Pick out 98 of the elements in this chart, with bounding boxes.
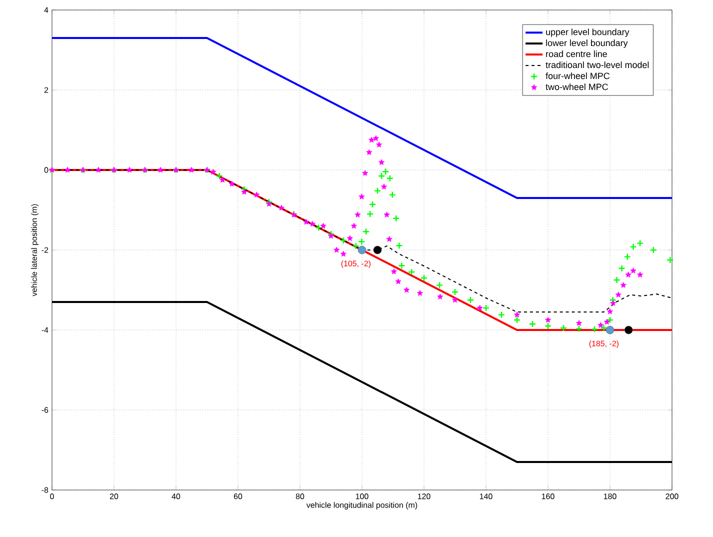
- point: [358, 246, 366, 254]
- point: [610, 300, 616, 306]
- point: [630, 243, 637, 250]
- point: [334, 246, 340, 253]
- point: [340, 250, 346, 257]
- point: [266, 200, 272, 207]
- point: [451, 288, 459, 296]
- point: [386, 236, 392, 242]
- legend-label: upper level boundary: [546, 28, 630, 37]
- point: [352, 242, 360, 250]
- point: [606, 326, 614, 334]
- legend-label: four-wheel MPC: [546, 72, 610, 80]
- point: [320, 222, 326, 229]
- point: [624, 326, 633, 334]
- point: [398, 262, 406, 270]
- point: [600, 324, 608, 332]
- point: [666, 256, 674, 264]
- point: [624, 253, 631, 260]
- point: [384, 212, 390, 218]
- point: [188, 166, 195, 173]
- point: [376, 142, 382, 148]
- point: [374, 187, 382, 194]
- point: [630, 268, 636, 274]
- point: [315, 224, 322, 232]
- point: [514, 312, 520, 318]
- point: [366, 210, 374, 218]
- point: [382, 168, 390, 176]
- point: [615, 292, 622, 298]
- point: [476, 304, 483, 311]
- point: [513, 316, 521, 324]
- point: [625, 272, 632, 278]
- point: [366, 149, 372, 156]
- point: [466, 296, 474, 304]
- point: [636, 240, 644, 247]
- point: [408, 268, 416, 276]
- point: [528, 320, 536, 328]
- point: [544, 322, 552, 330]
- point: [395, 278, 402, 284]
- point: [437, 294, 444, 300]
- point: [373, 246, 382, 254]
- point: [637, 272, 644, 278]
- point: [340, 236, 347, 244]
- point: [254, 192, 260, 198]
- point: [598, 322, 604, 328]
- point: [388, 191, 396, 198]
- point: [216, 172, 223, 180]
- point: [228, 180, 235, 187]
- point: [544, 316, 552, 323]
- point: [157, 166, 164, 173]
- point: [346, 235, 353, 242]
- point: [368, 200, 376, 208]
- point: [390, 268, 397, 274]
- point: [482, 304, 490, 312]
- point: [618, 264, 626, 272]
- point: [210, 168, 216, 175]
- point: [604, 318, 610, 325]
- point: [350, 222, 357, 229]
- point: [576, 320, 582, 326]
- point: [613, 276, 620, 284]
- point: [420, 274, 428, 282]
- point: [219, 176, 226, 183]
- legend-label: traditioanl two-level model: [546, 62, 649, 68]
- point: [358, 238, 366, 246]
- point: [386, 174, 394, 182]
- point: [368, 136, 375, 143]
- point: [372, 135, 379, 142]
- point: [278, 204, 284, 211]
- point: [362, 170, 368, 176]
- point: [416, 290, 424, 296]
- point: [436, 282, 444, 289]
- legend-label: two-wheel MPC: [546, 83, 608, 90]
- point: [309, 220, 316, 227]
- point: [303, 218, 310, 225]
- point: [650, 246, 657, 254]
- legend-label: road centre line: [546, 50, 607, 58]
- point: [452, 296, 458, 303]
- point: [328, 232, 334, 239]
- point: [392, 214, 400, 222]
- point: [620, 282, 626, 288]
- point: [590, 326, 598, 333]
- point: [606, 316, 614, 324]
- point: [396, 242, 403, 250]
- point: [241, 188, 248, 195]
- point: [560, 324, 568, 332]
- point: [378, 172, 386, 180]
- point: [95, 166, 102, 173]
- point: [606, 308, 614, 314]
- point: [354, 212, 361, 218]
- point: [404, 286, 410, 293]
- point: [380, 184, 388, 190]
- point: [575, 325, 583, 332]
- legend-label: lower level boundary: [546, 40, 628, 48]
- point: [498, 311, 506, 318]
- point: [358, 194, 365, 200]
- point: [378, 159, 385, 166]
- point: [64, 166, 71, 173]
- point: [362, 228, 370, 236]
- point: [126, 166, 133, 173]
